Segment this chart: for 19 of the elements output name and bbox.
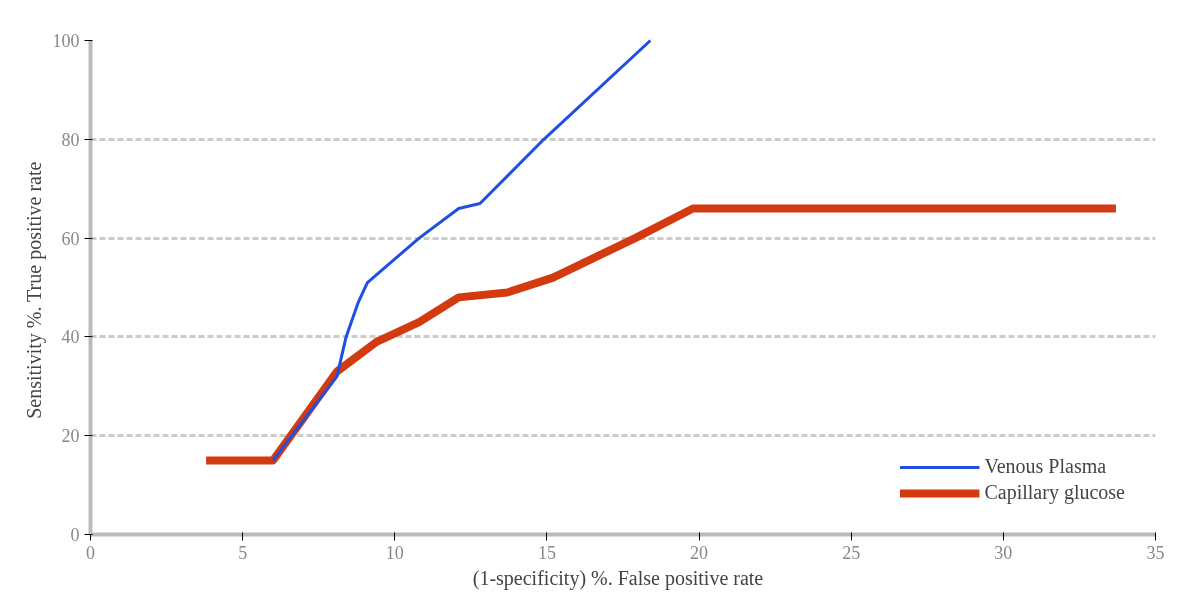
x-tick-label: 15 (537, 542, 556, 563)
x-axis-title: (1-specificity) %. False positive rate (472, 566, 764, 590)
line-series (271, 39, 652, 462)
y-tick-label: 0 (70, 525, 80, 545)
x-tick-label: 30 (994, 542, 1013, 563)
x-tick-label: 25 (842, 542, 861, 563)
x-tick-label: 5 (238, 542, 248, 563)
legend-label: Capillary glucose (984, 481, 1125, 504)
x-tick-label: 35 (1146, 542, 1165, 563)
x-tick-label: 10 (385, 542, 404, 563)
y-tick-label: 100 (52, 31, 80, 51)
y-axis-title: Sensitivity %. True positive rate (22, 161, 46, 419)
x-tick-label: 0 (86, 542, 95, 563)
x-tick-label: 20 (690, 542, 709, 563)
y-tick-label: 40 (61, 327, 80, 348)
y-tick-label: 60 (61, 228, 80, 249)
y-tick-label: 20 (61, 426, 80, 447)
y-tick-label: 80 (61, 129, 80, 150)
legend-label: Venous Plasma (984, 455, 1107, 478)
